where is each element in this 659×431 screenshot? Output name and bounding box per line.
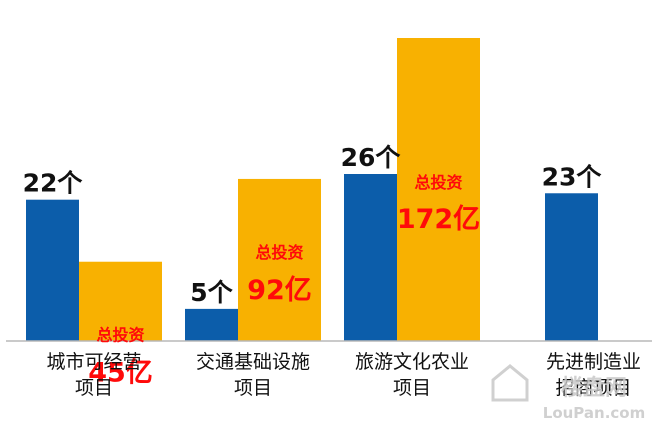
count-bar — [545, 193, 598, 341]
investment-data-label: 92亿 — [247, 275, 312, 306]
count-data-label: 23个 — [542, 162, 603, 191]
investment-bar — [79, 261, 162, 341]
count-bar — [26, 199, 79, 341]
count-data-label: 26个 — [341, 143, 402, 172]
category-tick-label: 项目 — [75, 377, 113, 399]
category-tick-label: 城市可经营 — [46, 351, 141, 373]
bars-group — [26, 38, 598, 341]
house-logo-icon — [491, 364, 529, 402]
investment-label-prefix: 总投资 — [96, 326, 144, 345]
category-tick-label: 先进制造业 — [546, 351, 641, 373]
investment-data-label: 172亿 — [397, 204, 480, 235]
category-tick-label: 招商项目 — [555, 377, 631, 399]
investment-data-label: 45亿 — [88, 358, 153, 389]
category-tick-label: 项目 — [393, 377, 431, 399]
count-data-label: 5个 — [190, 278, 233, 307]
count-bar — [185, 308, 238, 341]
category-tick-label: 旅游文化农业 — [355, 351, 469, 373]
investment-bar — [397, 38, 480, 341]
investment-bar — [238, 178, 321, 341]
watermark-site: LouPan.com — [543, 404, 645, 422]
category-tick-label: 项目 — [234, 377, 272, 399]
category-tick-label: 交通基础设施 — [196, 351, 310, 373]
watermark: 楼盘网 LouPan.com — [491, 364, 645, 422]
watermark-brand: 楼盘网 — [561, 375, 627, 401]
count-bar — [344, 174, 397, 341]
investment-label-prefix: 总投资 — [414, 173, 462, 192]
count-data-label: 22个 — [23, 169, 84, 198]
investment-label-prefix: 总投资 — [255, 243, 303, 262]
